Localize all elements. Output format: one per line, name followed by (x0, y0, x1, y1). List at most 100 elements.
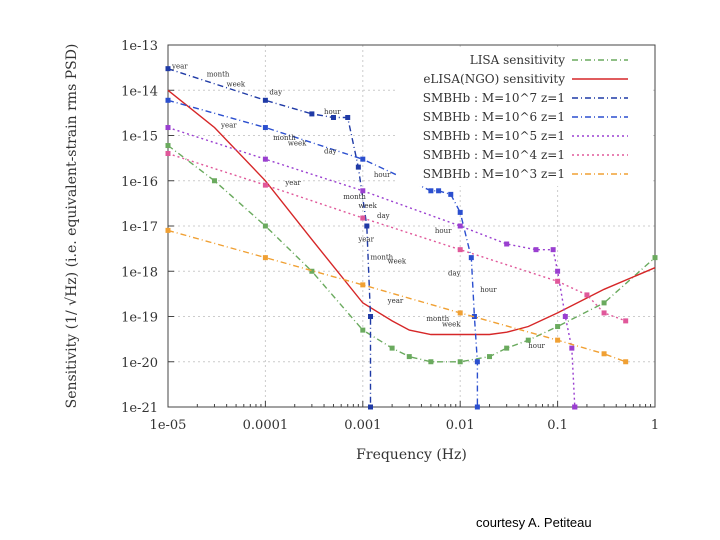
annotation-label: month (371, 254, 394, 262)
y-tick-label: 1e-15 (121, 130, 158, 145)
x-tick-label: 0.1 (547, 418, 568, 433)
data-point (468, 255, 474, 261)
annotation-label: year (220, 122, 237, 130)
data-point (406, 354, 412, 360)
data-point (262, 156, 268, 162)
annotation-label: day (448, 270, 461, 278)
annotation-label: month (426, 315, 449, 323)
legend-entry: SMBHb : M=10^4 z=1 (423, 148, 565, 162)
data-point (457, 310, 463, 316)
legend-entry: eLISA(NGO) sensitivity (423, 72, 565, 86)
data-point (165, 66, 171, 72)
data-point (364, 223, 370, 229)
data-point (623, 359, 629, 365)
data-point (601, 300, 607, 306)
annotation-label: hour (528, 342, 545, 350)
series-layer (165, 66, 658, 410)
data-point (457, 209, 463, 215)
data-point (555, 278, 561, 284)
data-point (601, 351, 607, 357)
x-tick-label: 1 (651, 418, 659, 433)
series-line-4 (167, 99, 479, 407)
data-point (360, 282, 366, 288)
x-axis-ticks: 1e-05 0.0001 0.001 0.01 0.1 1 (150, 401, 659, 433)
annotation-label: hour (374, 171, 391, 179)
data-point (262, 97, 268, 103)
data-point (330, 114, 336, 120)
data-point (555, 268, 561, 274)
legend-entry: SMBHb : M=10^6 z=1 (423, 110, 565, 124)
data-point (165, 97, 171, 103)
data-point (436, 188, 442, 194)
data-point (262, 182, 268, 188)
data-point (360, 156, 366, 162)
data-point (262, 125, 268, 131)
data-point (601, 310, 607, 316)
annotation-label: year (284, 179, 301, 187)
y-tick-label: 1e-20 (121, 356, 158, 371)
y-tick-label: 1e-14 (121, 84, 158, 99)
data-point (389, 345, 395, 351)
data-point (165, 151, 171, 157)
y-tick-label: 1e-18 (121, 265, 158, 280)
legend-box (398, 48, 652, 186)
data-point (555, 337, 561, 343)
x-tick-label: 0.01 (446, 418, 475, 433)
annotation-label: year (357, 236, 374, 244)
data-point (448, 191, 454, 197)
data-point (262, 223, 268, 229)
annotation-label: month (273, 134, 296, 142)
data-point (368, 404, 374, 410)
legend: LISA sensitivity eLISA(NGO) sensitivity SM… (398, 48, 652, 186)
series-line-3 (167, 68, 372, 407)
annotation-label: day (377, 212, 390, 220)
data-point (457, 223, 463, 229)
series-line-2 (167, 89, 656, 336)
annotation-label: month (207, 71, 230, 79)
y-tick-label: 1e-21 (121, 401, 158, 416)
data-point (428, 359, 434, 365)
annotation-label: day (324, 148, 337, 156)
data-point (525, 337, 531, 343)
y-axis-ticks: 1e-13 1e-14 1e-15 1e-16 1e-17 1e-18 1e-19 1e-20… (121, 39, 174, 416)
data-point (474, 404, 480, 410)
data-point (623, 318, 629, 324)
data-point (165, 125, 171, 131)
credit-text: courtesy A. Petiteau (476, 515, 592, 530)
data-point (355, 164, 361, 170)
annotation-label: month (343, 193, 366, 201)
y-axis-label: Sensitivity (1/ √Hz) (i.e. equivalent-st… (64, 44, 80, 409)
annotation-label: week (358, 202, 377, 210)
legend-entry: SMBHb : M=10^7 z=1 (423, 91, 565, 105)
data-point (550, 247, 556, 253)
annotation-label: hour (324, 108, 341, 116)
data-point (262, 255, 268, 261)
data-point (562, 314, 568, 319)
annotation-label: week (442, 321, 461, 329)
y-tick-label: 1e-13 (121, 39, 158, 54)
annotation-label: hour (435, 227, 452, 235)
data-point (309, 111, 315, 117)
data-point (309, 268, 315, 274)
data-point (457, 359, 463, 365)
annotation-label: year (171, 63, 188, 71)
data-point (360, 327, 366, 333)
series-line-1 (167, 144, 656, 363)
data-point (457, 247, 463, 253)
data-point (555, 324, 561, 330)
data-point (487, 354, 493, 360)
data-point (165, 143, 171, 149)
data-point (652, 255, 658, 261)
data-point (572, 404, 578, 410)
legend-entry: LISA sensitivity (470, 53, 565, 67)
y-tick-label: 1e-17 (121, 220, 158, 235)
x-tick-label: 0.0001 (243, 418, 289, 433)
data-point (428, 188, 434, 194)
series-line-5 (167, 126, 576, 408)
data-point (345, 114, 351, 120)
data-point (165, 227, 171, 233)
annotation-label: year (387, 297, 404, 305)
data-point (584, 292, 590, 298)
annotation-label: week (288, 140, 307, 148)
